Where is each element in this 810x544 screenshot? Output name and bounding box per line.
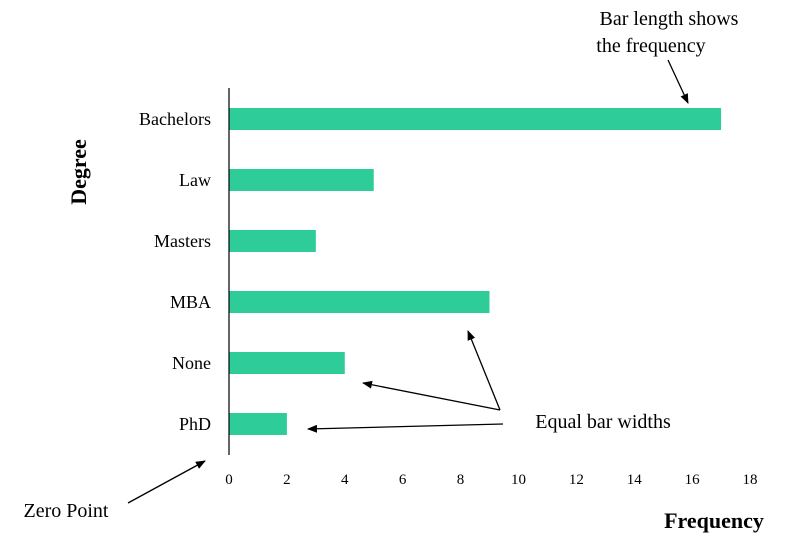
bar-mba [229, 291, 490, 313]
bar-none [229, 352, 345, 374]
x-axis-title: Frequency [664, 508, 764, 533]
bars-group [229, 108, 722, 435]
annotation-zero-point: Zero Point [24, 500, 109, 522]
bar-bachelors [229, 108, 722, 130]
x-tick-label-4: 4 [341, 472, 349, 488]
category-label-phd: PhD [179, 414, 211, 434]
x-tick-label-8: 8 [457, 472, 465, 488]
x-tick-label-0: 0 [225, 472, 233, 488]
category-labels: Bachelors Law Masters MBA None PhD [139, 109, 211, 434]
annotation-bar-length-arrow [667, 59, 689, 104]
bar-masters [229, 230, 316, 252]
annotation-equal-widths-arrow-none [362, 380, 501, 411]
category-label-none: None [172, 353, 211, 373]
x-tick-labels: 0 2 4 6 8 10 12 14 16 18 [225, 472, 757, 488]
category-label-law: Law [179, 170, 211, 190]
x-tick-label-16: 16 [685, 472, 701, 488]
annotation-equal-widths-arrow-phd [307, 423, 504, 433]
bar-phd [229, 413, 287, 435]
category-label-masters: Masters [154, 231, 211, 251]
category-label-mba: MBA [170, 292, 211, 312]
x-tick-label-6: 6 [399, 472, 407, 488]
x-tick-label-18: 18 [743, 472, 758, 488]
x-tick-label-12: 12 [569, 472, 584, 488]
annotation-zero-point-arrow [127, 460, 206, 504]
x-tick-label-2: 2 [283, 472, 291, 488]
annotation-bar-length-line1: Bar length shows [600, 8, 739, 30]
x-tick-label-14: 14 [627, 472, 643, 488]
bar-law [229, 169, 374, 191]
category-label-bachelors: Bachelors [139, 109, 211, 129]
y-axis-title: Degree [66, 139, 91, 205]
annotation-equal-widths: Equal bar widths [535, 411, 671, 433]
x-tick-label-10: 10 [511, 472, 526, 488]
annotation-bar-length-line2: the frequency [596, 35, 705, 57]
annotation-equal-widths-arrow-mba [467, 330, 501, 411]
